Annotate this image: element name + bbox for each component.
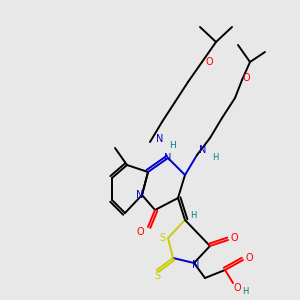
Text: N: N <box>199 145 207 155</box>
Text: S: S <box>154 271 160 281</box>
Text: H: H <box>190 211 196 220</box>
Text: O: O <box>233 283 241 293</box>
Text: H: H <box>212 154 218 163</box>
Text: O: O <box>136 227 144 237</box>
Text: H: H <box>169 140 176 149</box>
Text: O: O <box>230 233 238 243</box>
Text: N: N <box>164 153 172 163</box>
Text: H: H <box>242 286 248 296</box>
Text: N: N <box>192 260 200 270</box>
Text: N: N <box>136 190 144 200</box>
Text: S: S <box>159 233 165 243</box>
Text: O: O <box>242 73 250 83</box>
Text: N: N <box>156 134 164 144</box>
Text: O: O <box>205 57 213 67</box>
Text: O: O <box>245 253 253 263</box>
